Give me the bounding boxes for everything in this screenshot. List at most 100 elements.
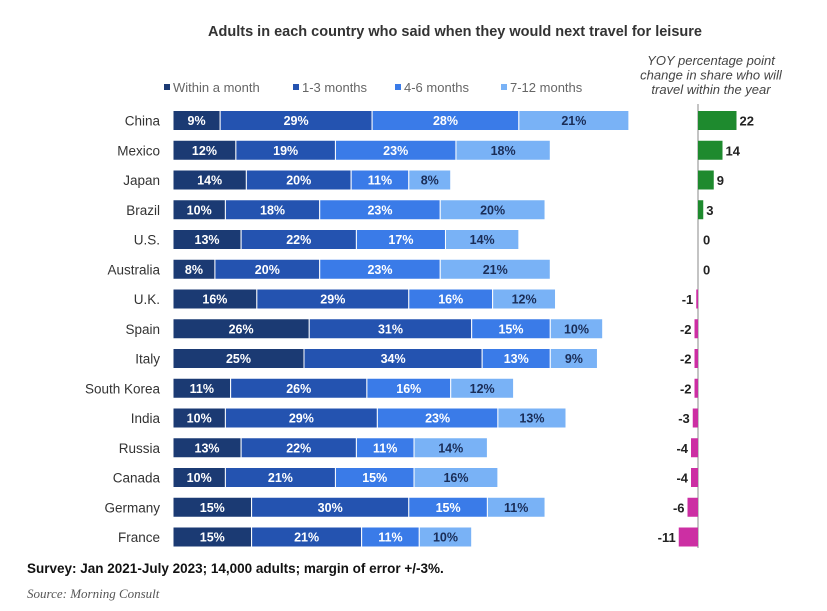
bar-row-germany: Germany 15% 30% 15% 11% xyxy=(104,496,546,518)
yoy-title-line: travel within the year xyxy=(651,82,771,97)
bar-segment-7-12-months xyxy=(444,229,520,250)
data-label: 23% xyxy=(425,412,450,426)
yoy-label: 22 xyxy=(740,114,754,129)
data-label: 10% xyxy=(187,412,212,426)
yoy-label: -2 xyxy=(680,381,692,396)
bar-row-japan: Japan 14% 20% 11% 8% xyxy=(123,169,452,191)
data-label: 21% xyxy=(268,471,293,485)
bar-row-mexico: Mexico 12% 19% 23% 18% xyxy=(117,139,551,161)
data-label: 14% xyxy=(197,174,222,188)
yoy-label: 0 xyxy=(703,233,710,248)
yoy-row-australia: 0 xyxy=(703,262,710,277)
data-label: 20% xyxy=(286,174,311,188)
legend-label-4-6-months: 4-6 months xyxy=(404,80,470,95)
data-label: 16% xyxy=(438,293,463,307)
data-label: 8% xyxy=(421,174,439,188)
bar-segment-7-12-months xyxy=(518,110,630,131)
data-label: 12% xyxy=(192,144,217,158)
legend-swatch-1-3-months xyxy=(293,84,299,90)
yoy-bar xyxy=(698,200,704,220)
yoy-label: -11 xyxy=(658,530,676,545)
bar-segment-7-12-months xyxy=(450,377,515,399)
data-label: 10% xyxy=(433,531,458,545)
bar-segment-7-12-months xyxy=(455,139,551,161)
data-label: 9% xyxy=(188,114,206,128)
data-label: 29% xyxy=(320,293,345,307)
yoy-row-india: -3 xyxy=(678,408,698,428)
bar-row-spain: Spain 26% 31% 15% 10% xyxy=(125,318,604,340)
category-label: Spain xyxy=(125,322,160,337)
yoy-label: -6 xyxy=(673,500,685,515)
yoy-row-russia: -4 xyxy=(676,438,698,458)
data-label: 18% xyxy=(491,144,516,158)
yoy-row-canada: -4 xyxy=(676,468,698,487)
legend-label-1-3-months: 1-3 months xyxy=(302,80,368,95)
data-label: 16% xyxy=(443,471,468,485)
yoy-label: 0 xyxy=(703,262,710,277)
yoy-label: -1 xyxy=(682,292,694,307)
category-label: France xyxy=(118,530,160,545)
yoy-bar xyxy=(698,111,737,130)
data-label: 10% xyxy=(564,322,589,336)
data-label: 17% xyxy=(388,233,413,247)
category-label: Canada xyxy=(113,471,161,486)
yoy-label: -4 xyxy=(676,471,688,486)
data-label: 21% xyxy=(294,531,319,545)
yoy-bar xyxy=(694,378,698,398)
bar-segment-7-12-months xyxy=(497,407,567,429)
yoy-row-u-k: -1 xyxy=(682,289,698,309)
data-label: 10% xyxy=(187,203,212,217)
category-label: Russia xyxy=(119,441,161,456)
legend-label-7-12-months: 7-12 months xyxy=(510,80,583,95)
yoy-label: -3 xyxy=(678,411,690,426)
data-label: 15% xyxy=(436,501,461,515)
bar-row-china: China 9% 29% 28% 21% xyxy=(125,110,630,131)
data-label: 26% xyxy=(229,322,254,336)
category-label: U.S. xyxy=(134,233,160,248)
bar-row-india: India 10% 29% 23% 13% xyxy=(131,407,567,429)
yoy-bar xyxy=(694,319,698,339)
bar-segment-7-12-months xyxy=(439,258,551,280)
data-label: 13% xyxy=(504,352,529,366)
yoy-row-spain: -2 xyxy=(680,319,698,339)
data-label: 14% xyxy=(470,233,495,247)
data-label: 19% xyxy=(273,144,298,158)
data-label: 15% xyxy=(200,501,225,515)
bar-segment-7-12-months xyxy=(549,318,604,340)
bar-row-france: France 15% 21% 11% 10% xyxy=(118,526,473,548)
bar-row-italy: Italy 25% 34% 13% 9% xyxy=(135,348,598,369)
stacked-bars: China 9% 29% 28% 21% Mexico 12% 19% 23% 18% Japan 1… xyxy=(85,110,630,548)
data-label: 13% xyxy=(195,441,220,455)
data-label: 18% xyxy=(260,203,285,217)
category-label: Italy xyxy=(135,352,160,367)
data-label: 13% xyxy=(195,233,220,247)
data-label: 13% xyxy=(519,412,544,426)
data-label: 23% xyxy=(367,263,392,277)
bar-segment-7-12-months xyxy=(486,496,546,518)
data-label: 11% xyxy=(190,382,214,396)
data-label: 11% xyxy=(504,501,528,515)
yoy-bar xyxy=(696,289,698,309)
yoy-label: 14 xyxy=(726,143,741,158)
data-label: 15% xyxy=(200,531,225,545)
category-label: Brazil xyxy=(126,203,160,218)
survey-note: Survey: Jan 2021-July 2023; 14,000 adult… xyxy=(27,561,444,576)
bar-segment-7-12-months xyxy=(413,467,499,488)
data-label: 11% xyxy=(368,174,392,188)
category-label: Germany xyxy=(104,500,160,515)
yoy-label: -4 xyxy=(676,441,688,456)
data-label: 14% xyxy=(438,441,463,455)
yoy-row-china: 22 xyxy=(698,111,754,130)
data-label: 23% xyxy=(367,203,392,217)
data-label: 21% xyxy=(483,263,508,277)
bar-segment-7-12-months xyxy=(492,288,557,310)
category-label: Japan xyxy=(123,173,160,188)
bar-segment-7-12-months xyxy=(413,437,488,459)
bar-row-canada: Canada 10% 21% 15% 16% xyxy=(113,467,499,488)
category-label: U.K. xyxy=(134,292,160,307)
bar-row-south-korea: South Korea 11% 26% 16% 12% xyxy=(85,377,515,399)
yoy-row-italy: -2 xyxy=(680,349,698,368)
yoy-row-mexico: 14 xyxy=(698,140,741,160)
